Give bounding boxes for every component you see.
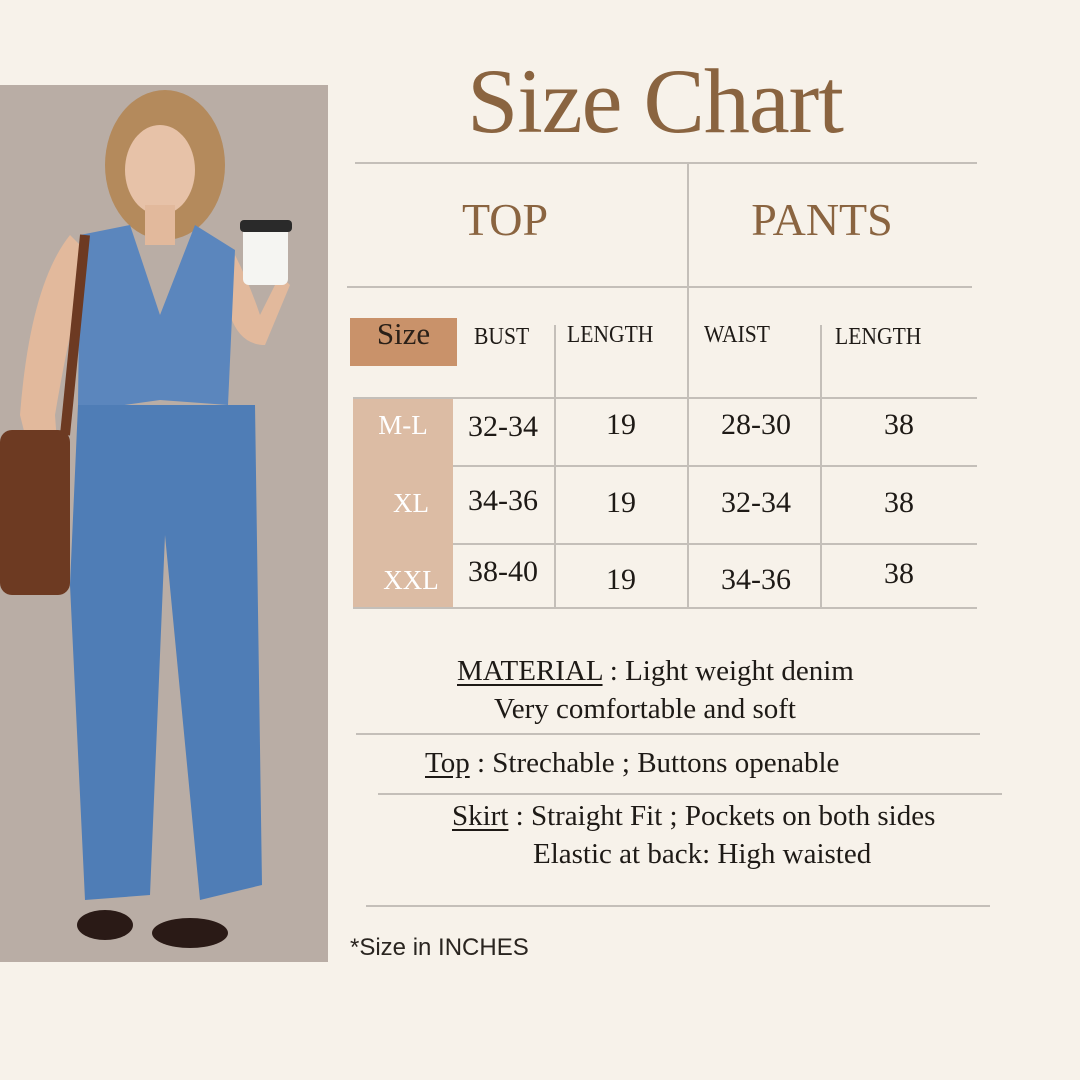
skirt-text: : Straight Fit ; Pockets on both sides (508, 800, 936, 832)
divider (687, 162, 689, 608)
divider (378, 793, 1002, 795)
bust-cell: 32-34 (468, 410, 538, 443)
size-cell: M-L (378, 410, 428, 440)
column-header-pants-length: LENGTH (835, 324, 922, 350)
top-detail-line: Top : Strechable ; Buttons openable (425, 747, 839, 780)
material-line: MATERIAL : Light weight denim (457, 655, 854, 688)
section-pants: PANTS (751, 194, 893, 245)
model-photo (0, 85, 328, 962)
waist-cell: 34-36 (721, 563, 791, 596)
page-title: Size Chart (467, 50, 844, 152)
divider (353, 607, 977, 609)
section-top: TOP (461, 194, 549, 245)
skirt-detail-line: Skirt : Straight Fit ; Pockets on both s… (452, 800, 935, 833)
divider (356, 733, 980, 735)
top-length-cell: 19 (606, 486, 636, 519)
material-label: MATERIAL (457, 655, 603, 687)
divider (347, 286, 972, 288)
pants-length-cell: 38 (884, 557, 914, 590)
pants-length-cell: 38 (884, 486, 914, 519)
waist-cell: 32-34 (721, 486, 791, 519)
top-label: Top (425, 747, 470, 779)
divider (366, 905, 990, 907)
column-header-size: Size (376, 316, 431, 351)
bust-cell: 34-36 (468, 484, 538, 517)
divider (353, 543, 977, 545)
material-text: : Light weight denim (602, 655, 854, 687)
top-text: : Strechable ; Buttons openable (469, 747, 840, 779)
bust-cell: 38-40 (468, 555, 538, 588)
size-column (353, 399, 453, 607)
size-header-cell (350, 318, 457, 366)
skirt-line-2: Elastic at back: High waisted (533, 838, 872, 870)
divider (353, 397, 977, 399)
column-header-waist: WAIST (704, 322, 770, 348)
material-line-2: Very comfortable and soft (494, 693, 796, 725)
divider (355, 162, 977, 164)
footnote: *Size in INCHES (350, 934, 529, 961)
divider (353, 465, 977, 467)
waist-cell: 28-30 (721, 408, 791, 441)
skirt-label: Skirt (452, 800, 509, 832)
top-length-cell: 19 (606, 563, 636, 596)
size-cell: XXL (383, 565, 439, 595)
pants-length-cell: 38 (884, 408, 914, 441)
column-header-bust: BUST (474, 324, 530, 350)
top-length-cell: 19 (606, 408, 636, 441)
size-cell: XL (393, 488, 429, 518)
column-header-top-length: LENGTH (567, 322, 654, 348)
